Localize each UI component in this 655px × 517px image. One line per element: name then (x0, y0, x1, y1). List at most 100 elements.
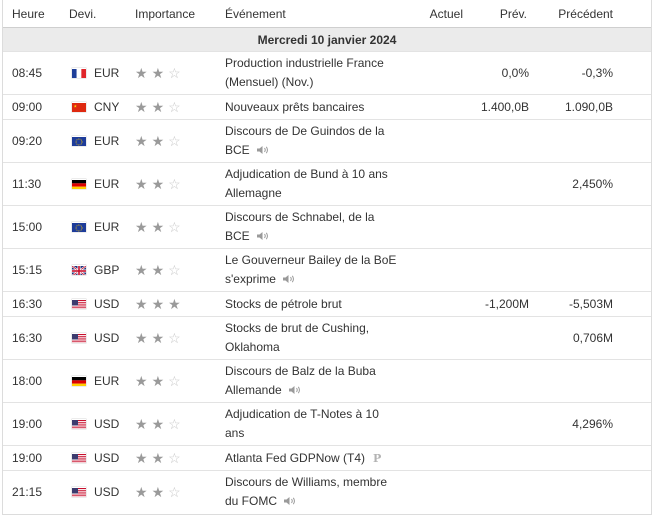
event-actual (411, 470, 471, 514)
event-name[interactable]: Discours de Balz de la Buba Allemande (225, 359, 411, 403)
event-name[interactable]: Production industrielle France (Mensuel) … (225, 51, 411, 95)
event-row[interactable]: 15:15 GBP ★ ★ ☆ Le Gouverneur Bailey de la Bo… (3, 248, 651, 292)
usa-flag-icon (72, 487, 86, 498)
header-previous[interactable]: Précédent (533, 0, 651, 28)
event-title-line1: Discours de Balz de la Buba (225, 364, 376, 378)
currency-code: EUR (94, 374, 120, 388)
eu-flag-icon (72, 222, 86, 232)
event-name[interactable]: Adjudication de T-Notes à 10 ans (225, 402, 411, 446)
event-previous: 4,296% (533, 402, 651, 446)
importance-stars: ★ ★ ☆ (135, 248, 225, 292)
event-previous (533, 470, 651, 514)
star-empty-icon: ☆ (168, 175, 181, 192)
usa-flag-icon (72, 453, 86, 463)
event-currency: ★ CNY (69, 94, 135, 120)
event-forecast: 1.400,0B (471, 94, 533, 120)
event-previous (533, 248, 651, 292)
event-name[interactable]: Discours de Schnabel, de la BCE (225, 205, 411, 249)
event-title-line2: s'exprime (225, 272, 276, 286)
event-time: 19:00 (3, 402, 69, 446)
event-time: 11:30 (3, 162, 69, 206)
usa-flag-icon (72, 299, 86, 309)
event-currency: EUR (69, 205, 135, 249)
event-row[interactable]: 19:00 USD ★ ★ ☆ Adjudication de T-Notes à 10 a… (3, 402, 651, 446)
event-forecast (471, 470, 533, 514)
event-row[interactable]: 18:00 EUR ★ ★ ☆ Discours de Balz de la Buba Al… (3, 359, 651, 403)
event-title-line2: Allemande (225, 383, 282, 397)
header-actual[interactable]: Actuel (411, 0, 471, 28)
event-title-line2: Oklahoma (225, 340, 280, 354)
star-filled-icon: ★ (151, 132, 165, 149)
event-time: 08:45 (3, 51, 69, 95)
usa-flag-icon (72, 333, 86, 343)
event-previous: -0,3% (533, 51, 651, 95)
event-row[interactable]: 19:00 USD ★ ★ ☆ Atlanta Fed GDPNow (T4) P (3, 445, 651, 471)
currency-code: GBP (94, 263, 120, 277)
event-name[interactable]: Adjudication de Bund à 10 ans Allemagne (225, 162, 411, 206)
event-row[interactable]: 11:30 EUR ★ ★ ☆ Adjudication de Bund à 10 ans… (3, 162, 651, 206)
event-row[interactable]: 09:00 ★ CNY ★ ★ ☆ Nouveaux prêts bancaires 1.40… (3, 94, 651, 120)
header-importance[interactable]: Importance (135, 0, 225, 28)
event-row[interactable]: 16:30 USD ★ ★ ☆ Stocks de brut de Cushing, Okl… (3, 316, 651, 360)
event-name[interactable]: Stocks de brut de Cushing, Oklahoma (225, 316, 411, 360)
currency-code: CNY (94, 100, 120, 114)
star-filled-icon: ★ (135, 64, 148, 81)
event-title-line1: Adjudication de Bund à 10 ans (225, 167, 388, 181)
event-title-line2: Allemagne (225, 186, 282, 200)
event-row[interactable]: 09:20 EUR ★ ★ ☆ Discours de De Guindos de la B… (3, 119, 651, 163)
importance-stars: ★ ★ ☆ (135, 162, 225, 206)
header-currency[interactable]: Devi. (69, 0, 135, 28)
star-empty-icon: ☆ (168, 261, 181, 278)
event-forecast (471, 402, 533, 446)
star-empty-icon: ☆ (168, 132, 181, 149)
event-actual (411, 248, 471, 292)
event-title-line2: BCE (225, 229, 250, 243)
event-name[interactable]: Atlanta Fed GDPNow (T4) P (225, 445, 411, 471)
event-previous (533, 359, 651, 403)
star-filled-icon: ★ (135, 175, 148, 192)
event-actual (411, 119, 471, 163)
star-filled-icon: ★ (151, 329, 165, 346)
star-filled-icon: ★ (151, 295, 165, 312)
event-currency: EUR (69, 51, 135, 95)
star-filled-icon: ★ (151, 372, 165, 389)
header-event[interactable]: Événement (225, 0, 411, 28)
event-actual (411, 51, 471, 95)
importance-stars: ★ ★ ☆ (135, 402, 225, 446)
header-time[interactable]: Heure (3, 0, 69, 28)
event-name[interactable]: Nouveaux prêts bancaires (225, 94, 411, 120)
event-row[interactable]: 16:30 USD ★ ★ ★ Stocks de pétrole brut -1,200M… (3, 291, 651, 317)
event-title-line1: Nouveaux prêts bancaires (225, 99, 365, 114)
event-previous (533, 445, 651, 471)
header-forecast[interactable]: Prév. (471, 0, 533, 28)
event-forecast: 0,0% (471, 51, 533, 95)
event-title-line1: Discours de Williams, membre (225, 475, 388, 490)
event-row[interactable]: 21:15 USD ★ ★ ☆ Discours de Williams, membre d… (3, 470, 651, 514)
star-filled-icon: ★ (135, 132, 148, 149)
speaker-icon (288, 382, 302, 394)
event-forecast: -1,200M (471, 291, 533, 317)
event-title-line1: Stocks de brut de Cushing, (225, 321, 370, 335)
event-time: 16:30 (3, 316, 69, 360)
star-filled-icon: ★ (135, 98, 148, 115)
event-name[interactable]: Discours de De Guindos de la BCE (225, 119, 411, 163)
star-filled-icon: ★ (151, 415, 165, 432)
event-name[interactable]: Le Gouverneur Bailey de la BoE s'exprime (225, 248, 411, 292)
event-currency: USD (69, 402, 135, 446)
star-filled-icon: ★ (151, 175, 165, 192)
date-row: Mercredi 10 janvier 2024 (3, 27, 651, 52)
event-row[interactable]: 08:45 EUR ★ ★ ☆ Production industrielle Franc… (3, 51, 651, 95)
star-empty-icon: ☆ (168, 415, 181, 432)
event-actual (411, 445, 471, 471)
event-row[interactable]: 15:00 EUR ★ ★ ☆ Discours de Schnabel, de la BC… (3, 205, 651, 249)
event-forecast (471, 316, 533, 360)
china-flag-icon: ★ (72, 102, 86, 112)
importance-stars: ★ ★ ☆ (135, 205, 225, 249)
star-empty-icon: ☆ (168, 64, 181, 81)
event-name[interactable]: Discours de Williams, membre du FOMC (225, 470, 411, 514)
star-filled-icon: ★ (135, 218, 148, 235)
importance-stars: ★ ★ ☆ (135, 94, 225, 120)
event-name[interactable]: Stocks de pétrole brut (225, 291, 411, 317)
event-actual (411, 94, 471, 120)
event-previous: 0,706M (533, 316, 651, 360)
